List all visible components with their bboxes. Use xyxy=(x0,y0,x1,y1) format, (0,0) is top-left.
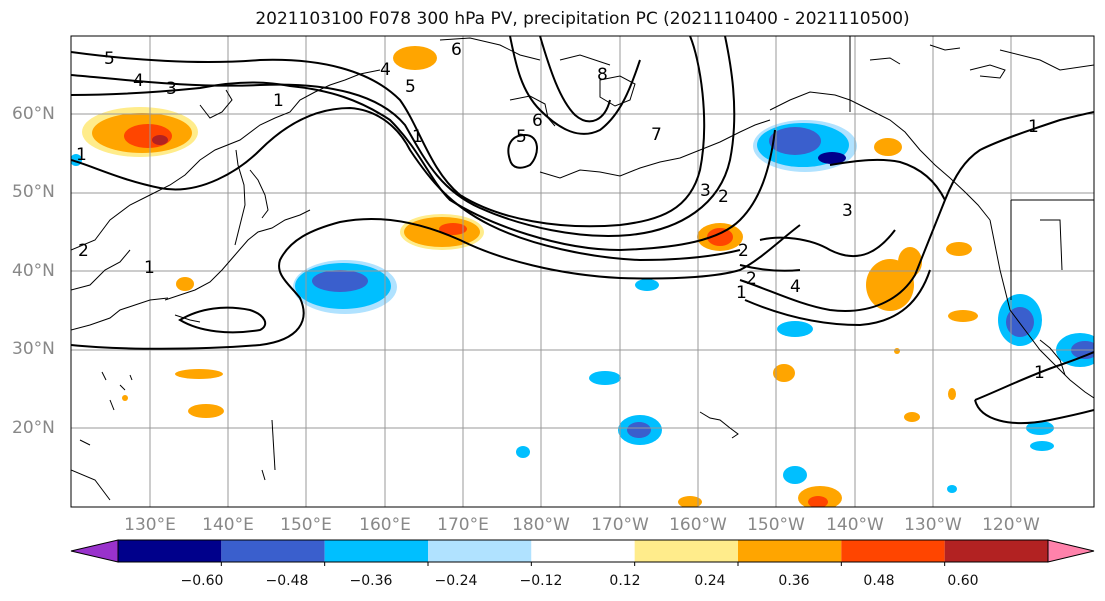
contour-label: 2 xyxy=(746,269,757,289)
lon-label: 160°W xyxy=(669,515,727,535)
colorbar-segment xyxy=(634,540,738,562)
contour-label: 2 xyxy=(738,241,749,261)
lon-label: 120°W xyxy=(982,515,1040,535)
colorbar-segment xyxy=(944,540,1048,562)
lat-label: 20°N xyxy=(12,418,55,438)
contour-label: 2 xyxy=(718,187,729,207)
contour-label: 6 xyxy=(451,40,462,60)
colorbar-segment xyxy=(841,540,945,562)
contour-label: 5 xyxy=(516,127,527,147)
lon-label: 140°W xyxy=(826,515,884,535)
lon-label: 130°E xyxy=(124,515,176,535)
lon-label: 170°W xyxy=(591,515,649,535)
lon-label: 130°W xyxy=(904,515,962,535)
colorbar-extension-right xyxy=(1047,539,1095,563)
colorbar-segment xyxy=(324,540,428,562)
colorbar-segment xyxy=(531,540,635,562)
contour-label: 3 xyxy=(166,79,177,99)
lat-label: 50°N xyxy=(12,182,55,202)
lat-label: 40°N xyxy=(12,261,55,281)
colorbar-segment xyxy=(738,540,842,562)
colorbar-tick-label: 0.36 xyxy=(778,573,810,589)
colorbar-frame xyxy=(117,539,1049,563)
colorbar-tick-label: 0.48 xyxy=(863,573,895,589)
contour-label: 8 xyxy=(597,65,608,85)
contour-label: 5 xyxy=(405,77,416,97)
contour-label: 1 xyxy=(76,145,87,165)
colorbar-segment xyxy=(221,540,325,562)
contour-label: 1 xyxy=(1028,117,1039,137)
lon-label: 140°E xyxy=(202,515,254,535)
contour-label: 7 xyxy=(651,125,662,145)
colorbar-segment xyxy=(428,540,532,562)
contour-label: 1 xyxy=(412,127,423,147)
lon-label: 150°E xyxy=(280,515,332,535)
contour-label: 4 xyxy=(133,71,144,91)
contour-label: 4 xyxy=(380,60,391,80)
pv-contours xyxy=(71,36,1094,424)
colorbar-tick-label: −0.36 xyxy=(349,573,393,589)
contour-label: 3 xyxy=(842,201,853,221)
contour-label: 5 xyxy=(104,49,115,69)
colorbar-tick-label: −0.24 xyxy=(434,573,478,589)
colorbar-segment xyxy=(118,540,222,562)
map-title: 2021103100 F078 300 hPa PV, precipitatio… xyxy=(255,9,910,29)
lon-label: 170°E xyxy=(437,515,489,535)
contour-label: 1 xyxy=(144,258,155,278)
contour-label: 4 xyxy=(790,277,801,297)
map-frame xyxy=(70,35,1095,508)
lat-label: 60°N xyxy=(12,104,55,124)
colorbar-tick-label: −0.60 xyxy=(180,573,224,589)
coastlines xyxy=(71,36,1094,501)
lon-label: 150°W xyxy=(747,515,805,535)
contour-label: 3 xyxy=(700,181,711,201)
contour-label: 1 xyxy=(273,91,284,111)
colorbar-tick-label: −0.48 xyxy=(265,573,309,589)
lon-label: 180°W xyxy=(512,515,570,535)
colorbar-extension-left xyxy=(70,539,119,563)
colorbar-tick-label: 0.12 xyxy=(609,573,641,589)
contour-label: 1 xyxy=(736,283,747,303)
colorbar-tick-label: −0.12 xyxy=(519,573,563,589)
contour-label: 6 xyxy=(532,111,543,131)
colorbar-tick-label: 0.60 xyxy=(947,573,979,589)
lat-label: 30°N xyxy=(12,339,55,359)
lon-label: 160°E xyxy=(359,515,411,535)
colorbar-tick-label: 0.24 xyxy=(694,573,726,589)
contour-labels: 5 4 3 1 4 5 6 8 6 7 5 3 2 1 2 3 4 2 1 1 … xyxy=(76,40,1045,383)
contour-label: 1 xyxy=(1034,363,1045,383)
contour-label: 2 xyxy=(78,241,89,261)
